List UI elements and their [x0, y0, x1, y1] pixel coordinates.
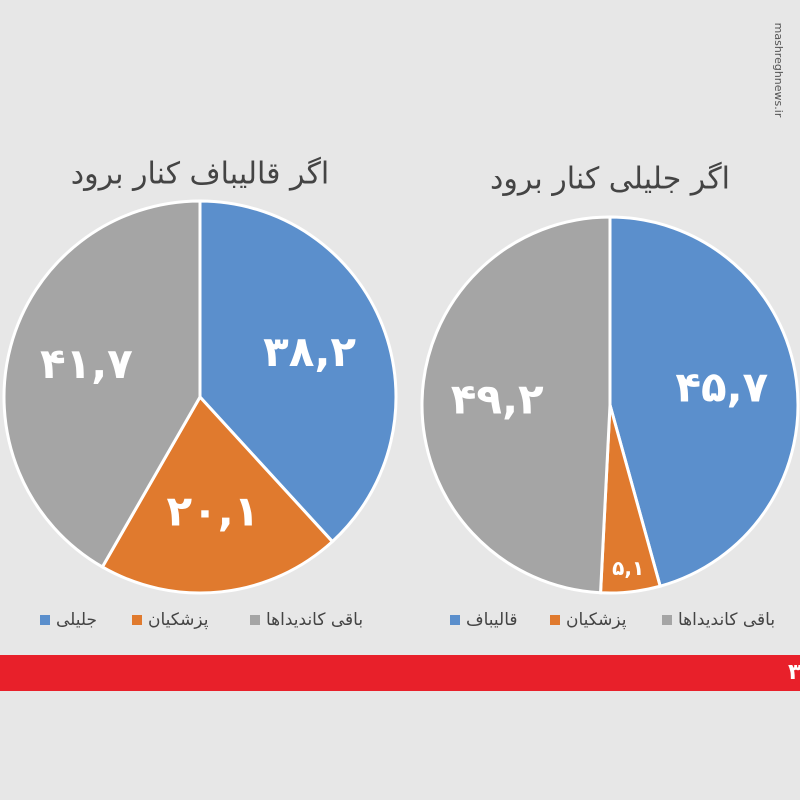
pie-slice: [198, 199, 398, 544]
legend-swatch: [662, 615, 672, 625]
value-label: ۲۰,۱: [166, 486, 259, 535]
legend-label: قالیباف: [466, 610, 518, 630]
watermark: mashreghnews.ir: [772, 23, 785, 118]
legend-label: باقی کاندیداها: [266, 610, 363, 630]
legend-label: پزشکیان: [148, 610, 209, 630]
legend-label: جلیلی: [56, 610, 97, 630]
legend-swatch: [250, 615, 260, 625]
chart-title: اگر قالیباف کنار برود: [71, 157, 329, 192]
legend-swatch: [550, 615, 560, 625]
pie-slice: [2, 199, 202, 569]
chart-title: اگر جلیلی کنار برود: [490, 162, 730, 197]
legend-swatch: [450, 615, 460, 625]
footer-label: نمودار ۳: [788, 660, 800, 685]
pie-slice: [100, 394, 335, 595]
legend-swatch: [132, 615, 142, 625]
footer-bar: [0, 655, 800, 691]
value-label: ۴۵,۷: [675, 362, 768, 411]
pie-slice: [608, 215, 800, 589]
value-label: ۵,۱: [612, 556, 644, 580]
pie-slice: [420, 215, 612, 595]
legend-label: پزشکیان: [566, 610, 627, 630]
legend-swatch: [40, 615, 50, 625]
value-label: ۳۸,۲: [263, 327, 356, 376]
value-label: ۴۹,۲: [451, 375, 544, 424]
value-label: ۴۱,۷: [40, 339, 133, 388]
legend-label: باقی کاندیداها: [678, 610, 775, 630]
